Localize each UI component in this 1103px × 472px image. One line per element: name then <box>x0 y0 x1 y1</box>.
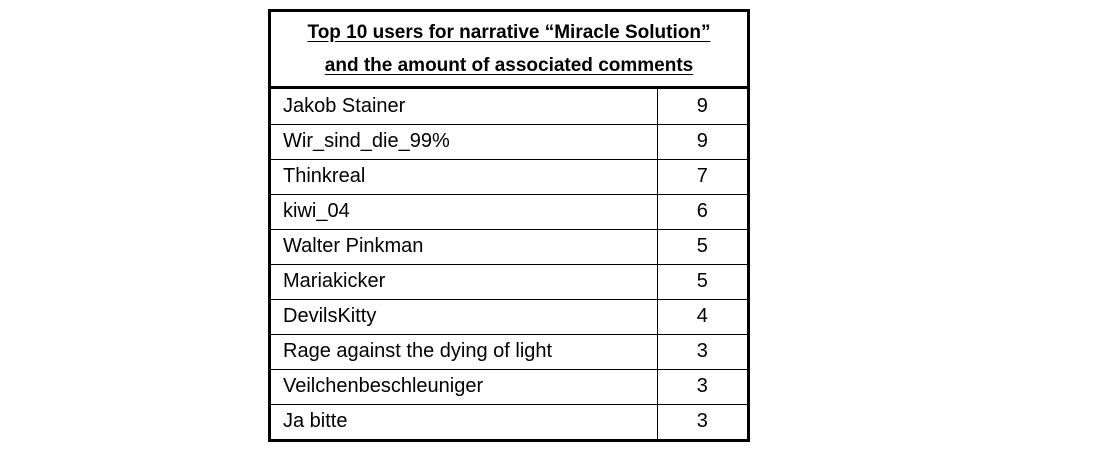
user-name-cell: DevilsKitty <box>271 299 658 335</box>
table-row: Thinkreal 7 <box>271 159 747 195</box>
table-row: Rage against the dying of light 3 <box>271 334 747 370</box>
table-row: Mariakicker 5 <box>271 264 747 300</box>
comment-count-cell: 7 <box>657 159 747 195</box>
table-title-line-2: and the amount of associated comments <box>324 55 694 76</box>
table-title-line-1: Top 10 users for narrative “Miracle Solu… <box>307 22 711 43</box>
user-name-cell: Wir_sind_die_99% <box>271 124 658 160</box>
user-name-cell: Veilchenbeschleuniger <box>271 369 658 405</box>
users-table-body: Jakob Stainer 9 Wir_sind_die_99% 9 Thinkreal… <box>271 89 747 439</box>
comment-count-cell: 5 <box>657 229 747 265</box>
comment-count-cell: 5 <box>657 264 747 300</box>
comment-count-cell: 3 <box>657 369 747 405</box>
comment-count-cell: 4 <box>657 299 747 335</box>
table-row: Ja bitte 3 <box>271 404 747 439</box>
table-row: Walter Pinkman 5 <box>271 229 747 265</box>
user-name-cell: Jakob Stainer <box>271 89 658 125</box>
comment-count-cell: 9 <box>657 124 747 160</box>
user-name-cell: Ja bitte <box>271 404 658 439</box>
user-name-cell: Walter Pinkman <box>271 229 658 265</box>
table-row: Wir_sind_die_99% 9 <box>271 124 747 160</box>
comment-count-cell: 3 <box>696 410 708 433</box>
comment-count-cell: 9 <box>657 89 747 125</box>
comment-count-cell: 6 <box>657 194 747 230</box>
top-users-table: Top 10 users for narrative “Miracle Solu… <box>268 9 750 442</box>
table-title: Top 10 users for narrative “Miracle Solu… <box>271 12 747 89</box>
comment-count-cell: 3 <box>657 334 747 370</box>
user-name-cell: Mariakicker <box>271 264 658 300</box>
user-name-cell: kiwi_04 <box>271 194 658 230</box>
table-row: DevilsKitty 4 <box>271 299 747 335</box>
user-name-cell: Thinkreal <box>271 159 658 195</box>
table-row: kiwi_04 6 <box>271 194 747 230</box>
table-row: Jakob Stainer 9 <box>271 89 747 125</box>
table-row: Veilchenbeschleuniger 3 <box>271 369 747 405</box>
user-name-cell: Rage against the dying of light <box>271 334 658 370</box>
